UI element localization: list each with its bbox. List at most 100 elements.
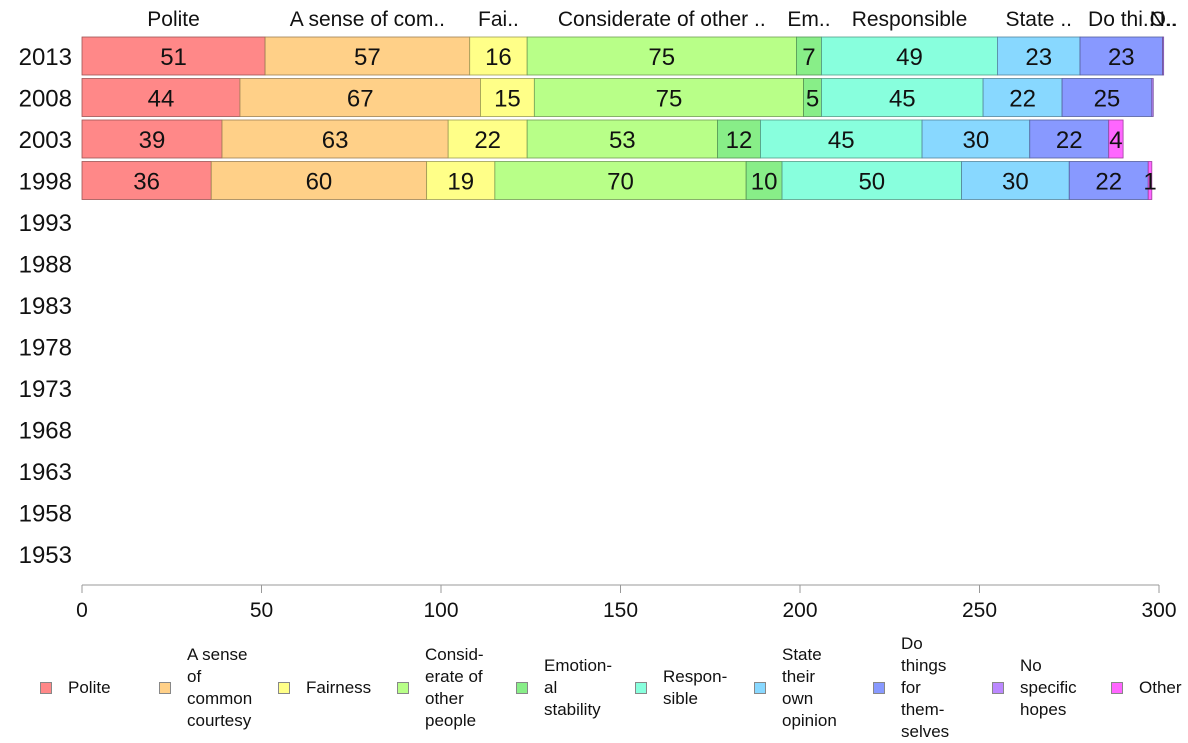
year-label: 1968 — [19, 418, 72, 445]
bar-segment — [1108, 119, 1124, 159]
x-tick-label: 100 — [423, 599, 458, 622]
bar-segment — [81, 78, 241, 117]
bar-segment — [1151, 78, 1154, 117]
bar-segment — [821, 78, 984, 117]
series-column-label: Polite — [147, 8, 200, 31]
legend-item: Polite — [40, 640, 111, 736]
bar-value-label: 7 — [802, 44, 815, 71]
legend-item: Do things for them- selves — [873, 634, 949, 741]
legend-item: Fairness — [278, 640, 371, 736]
x-tick-label: 200 — [782, 599, 817, 622]
bar-value-label: 63 — [322, 127, 349, 154]
year-label: 1953 — [19, 542, 72, 569]
legend-swatch — [1111, 682, 1123, 694]
bar-segment — [821, 36, 998, 76]
legend-swatch — [40, 682, 52, 694]
series-column-label: State .. — [1005, 8, 1072, 31]
legend-label: Do things for them- selves — [901, 634, 950, 741]
bar-value-label: 12 — [726, 127, 753, 154]
bar-segment — [1068, 161, 1149, 200]
bar-value-label: 1 — [1143, 169, 1156, 196]
legend-swatch — [754, 682, 766, 694]
bar-value-label: 50 — [858, 169, 885, 196]
series-column-label: N.. — [1150, 8, 1177, 31]
year-label: 2008 — [19, 86, 72, 113]
bar-value-label: 16 — [485, 44, 512, 71]
x-tick-label: 150 — [603, 599, 638, 622]
bar-value-label: 5 — [806, 86, 819, 113]
bar-value-label: 36 — [133, 169, 160, 196]
legend-label: Consid- erate of other people — [425, 645, 484, 730]
bar-segment — [760, 119, 923, 159]
bar-value-label: 67 — [347, 86, 374, 113]
bar-value-label: 22 — [1056, 127, 1083, 154]
legend-label: Other — [1139, 678, 1182, 697]
year-label: 1988 — [19, 252, 72, 279]
bar-value-label: 23 — [1108, 44, 1135, 71]
year-label: 1998 — [19, 169, 72, 196]
bar-segment — [745, 161, 783, 200]
year-label: 1993 — [19, 210, 72, 237]
bar-value-label: 30 — [1002, 169, 1029, 196]
bar-value-label: 60 — [306, 169, 333, 196]
legend-label: Respon- sible — [663, 667, 728, 708]
bar-value-label: 4 — [1109, 127, 1122, 154]
bar-value-label: 45 — [828, 127, 855, 154]
bar-segment — [426, 161, 496, 200]
bar-segment — [1079, 36, 1163, 76]
legend-swatch — [992, 682, 1004, 694]
bar-segment — [81, 119, 223, 159]
bar-segment — [447, 119, 528, 159]
bar-segment — [239, 78, 481, 117]
series-column-label: A sense of com.. — [290, 8, 445, 31]
legend-swatch — [278, 682, 290, 694]
year-label: 1963 — [19, 459, 72, 486]
bar-value-label: 57 — [354, 44, 381, 71]
bar-segment — [921, 119, 1031, 159]
series-column-label: Do thi.. — [1088, 8, 1155, 31]
legend-label: No specific hopes — [1020, 656, 1077, 719]
bar-segment — [997, 36, 1081, 76]
series-column-label: Em.. — [787, 8, 830, 31]
bar-segment — [796, 36, 822, 76]
legend-item: State their own opinion — [754, 640, 837, 736]
bar-value-label: 75 — [648, 44, 675, 71]
x-tick-label: 0 — [76, 599, 88, 622]
legend-swatch — [635, 682, 647, 694]
legend-item: Other — [1111, 640, 1182, 736]
bar-value-label: 10 — [751, 169, 778, 196]
chart-legend: Polite A sense of common courtesy Fairness… — [0, 634, 1188, 741]
year-label: 1983 — [19, 293, 72, 320]
x-tick-label: 250 — [962, 599, 997, 622]
year-label: 1973 — [19, 376, 72, 403]
bar-value-label: 22 — [1095, 169, 1122, 196]
bar-value-label: 51 — [160, 44, 187, 71]
legend-swatch — [159, 682, 171, 694]
bar-value-label: 39 — [139, 127, 166, 154]
legend-swatch — [397, 682, 409, 694]
bar-value-label: 45 — [889, 86, 916, 113]
bar-segment — [961, 161, 1070, 200]
series-column-label: Fai.. — [478, 8, 519, 31]
x-tick-label: 300 — [1141, 599, 1176, 622]
legend-item: No specific hopes — [992, 640, 1077, 736]
legend-label: State their own opinion — [782, 645, 837, 730]
bar-segment — [526, 119, 718, 159]
bar-value-label: 19 — [447, 169, 474, 196]
year-label: 1978 — [19, 335, 72, 362]
bar-segment — [1162, 36, 1165, 76]
bar-value-label: 30 — [963, 127, 990, 154]
bar-segment — [982, 78, 1063, 117]
legend-swatch — [873, 682, 885, 694]
bar-value-label: 22 — [474, 127, 501, 154]
bar-segment — [494, 161, 747, 200]
legend-item: Consid- erate of other people — [397, 640, 484, 736]
legend-label: A sense of common courtesy — [187, 645, 253, 730]
bar-value-label: 53 — [609, 127, 636, 154]
bar-segment — [81, 36, 266, 76]
year-label: 2013 — [19, 44, 72, 71]
bar-segment — [1029, 119, 1110, 159]
legend-item: Respon- sible — [635, 640, 727, 736]
stacked-bar-chart: 2013 2008 2003 1998 1993 1988 1983 1978 1973 1968… — [19, 8, 1178, 622]
year-label: 1958 — [19, 501, 72, 528]
